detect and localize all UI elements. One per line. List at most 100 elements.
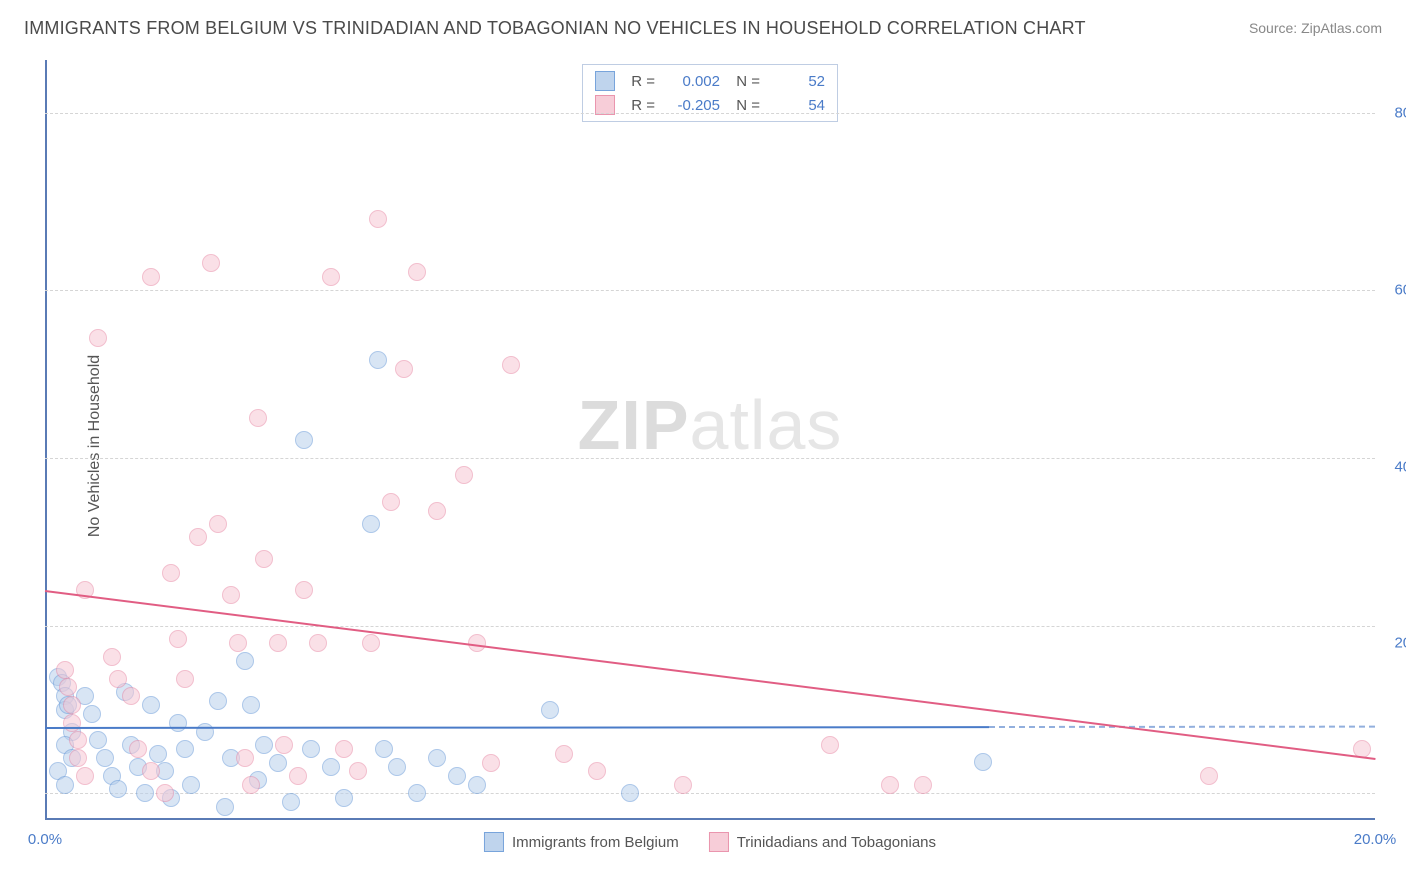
- data-point: [821, 736, 839, 754]
- data-point: [202, 254, 220, 272]
- data-point: [448, 767, 466, 785]
- data-point: [89, 329, 107, 347]
- swatch-trinidad: [709, 832, 729, 852]
- data-point: [236, 652, 254, 670]
- source-attribution: Source: ZipAtlas.com: [1249, 20, 1382, 36]
- data-point: [914, 776, 932, 794]
- data-point: [169, 714, 187, 732]
- data-point: [96, 749, 114, 767]
- data-point: [674, 776, 692, 794]
- data-point: [541, 701, 559, 719]
- grid-line: [45, 458, 1375, 459]
- y-tick-label: 80.0%: [1394, 105, 1406, 122]
- data-point: [1200, 767, 1218, 785]
- data-point: [455, 466, 473, 484]
- data-point: [59, 678, 77, 696]
- data-point: [555, 745, 573, 763]
- data-point: [382, 493, 400, 511]
- data-point: [322, 758, 340, 776]
- data-point: [103, 648, 121, 666]
- series-legend: Immigrants from Belgium Trinidadians and…: [484, 832, 936, 852]
- swatch-trinidad: [595, 95, 615, 115]
- grid-line: [45, 626, 1375, 627]
- data-point: [242, 696, 260, 714]
- data-point: [76, 767, 94, 785]
- data-point: [109, 780, 127, 798]
- legend-row: R = 0.002 N = 52: [595, 69, 825, 93]
- y-tick-label: 60.0%: [1394, 281, 1406, 298]
- data-point: [295, 431, 313, 449]
- data-point: [322, 268, 340, 286]
- data-point: [282, 793, 300, 811]
- data-point: [289, 767, 307, 785]
- y-tick-label: 40.0%: [1394, 458, 1406, 475]
- data-point: [428, 502, 446, 520]
- data-point: [588, 762, 606, 780]
- data-point: [482, 754, 500, 772]
- data-point: [295, 581, 313, 599]
- data-point: [176, 740, 194, 758]
- watermark: ZIPatlas: [578, 385, 843, 465]
- grid-line: [45, 290, 1375, 291]
- data-point: [369, 351, 387, 369]
- data-point: [242, 776, 260, 794]
- data-point: [69, 731, 87, 749]
- n-value-trinidad: 54: [770, 97, 825, 114]
- data-point: [255, 550, 273, 568]
- n-label: N =: [730, 73, 760, 90]
- x-tick-label: 0.0%: [28, 831, 62, 848]
- data-point: [156, 784, 174, 802]
- y-tick-label: 20.0%: [1394, 635, 1406, 652]
- data-point: [149, 745, 167, 763]
- watermark-bold: ZIP: [578, 386, 690, 464]
- data-point: [269, 634, 287, 652]
- data-point: [83, 705, 101, 723]
- data-point: [375, 740, 393, 758]
- x-axis-line: [45, 818, 1375, 820]
- trend-line: [45, 590, 1375, 760]
- data-point: [209, 515, 227, 533]
- r-label: R =: [625, 73, 655, 90]
- data-point: [129, 740, 147, 758]
- data-point: [142, 762, 160, 780]
- data-point: [216, 798, 234, 816]
- n-value-belgium: 52: [770, 73, 825, 90]
- watermark-light: atlas: [690, 386, 843, 464]
- data-point: [56, 776, 74, 794]
- data-point: [408, 784, 426, 802]
- data-point: [56, 661, 74, 679]
- data-point: [109, 670, 127, 688]
- source-label: Source:: [1249, 20, 1297, 36]
- data-point: [335, 740, 353, 758]
- swatch-belgium: [595, 71, 615, 91]
- data-point: [249, 409, 267, 427]
- data-point: [196, 723, 214, 741]
- data-point: [189, 528, 207, 546]
- r-value-belgium: 0.002: [665, 73, 720, 90]
- legend-item-belgium: Immigrants from Belgium: [484, 832, 679, 852]
- data-point: [881, 776, 899, 794]
- n-label: N =: [730, 97, 760, 114]
- data-point: [309, 634, 327, 652]
- data-point: [302, 740, 320, 758]
- data-point: [468, 776, 486, 794]
- data-point: [209, 692, 227, 710]
- data-point: [388, 758, 406, 776]
- legend-label-trinidad: Trinidadians and Tobagonians: [737, 834, 936, 851]
- data-point: [182, 776, 200, 794]
- data-point: [89, 731, 107, 749]
- x-tick-label: 20.0%: [1354, 831, 1397, 848]
- grid-line: [45, 793, 1375, 794]
- trend-line-extrapolated: [989, 726, 1375, 728]
- source-value: ZipAtlas.com: [1301, 20, 1382, 36]
- legend-item-trinidad: Trinidadians and Tobagonians: [709, 832, 936, 852]
- chart-title: IMMIGRANTS FROM BELGIUM VS TRINIDADIAN A…: [24, 18, 1086, 39]
- data-point: [428, 749, 446, 767]
- r-label: R =: [625, 97, 655, 114]
- data-point: [142, 268, 160, 286]
- data-point: [63, 696, 81, 714]
- plot-area: ZIPatlas R = 0.002 N = 52 R = -0.205 N =…: [45, 60, 1375, 820]
- data-point: [142, 696, 160, 714]
- data-point: [63, 714, 81, 732]
- data-point: [974, 753, 992, 771]
